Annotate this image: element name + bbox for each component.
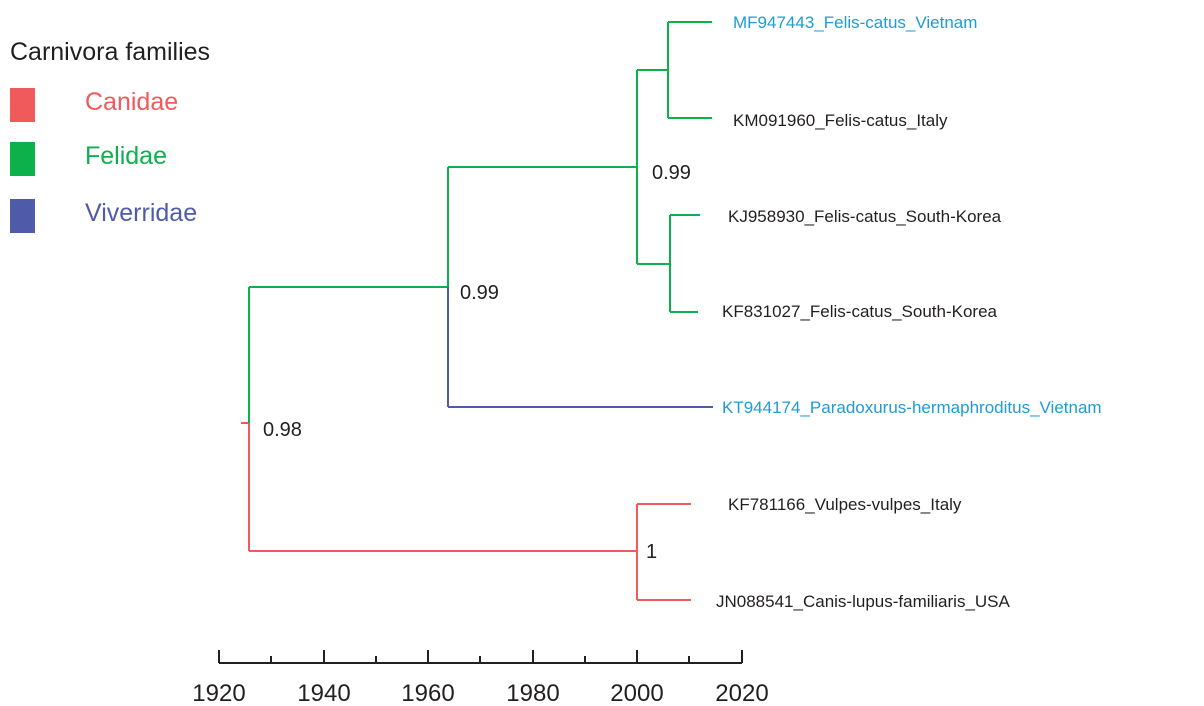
legend-label-felidae: Felidae bbox=[85, 142, 167, 170]
legend-label-viverridae: Viverridae bbox=[85, 199, 198, 227]
support-values: 0.99 0.99 0.98 1 bbox=[263, 162, 691, 563]
leaf-labels: MF947443_Felis-catus_Vietnam KM091960_Fe… bbox=[716, 13, 1102, 611]
felidae-branches bbox=[248, 21, 712, 423]
leaf-label: KJ958930_Felis-catus_South-Korea bbox=[728, 207, 1002, 226]
axis-tick-label: 1920 bbox=[192, 680, 245, 706]
legend-item-felidae: Felidae bbox=[10, 141, 167, 177]
axis-tick-labels: 1920 1940 1960 1980 2000 2020 bbox=[192, 680, 768, 706]
axis-tick-label: 1980 bbox=[506, 680, 559, 706]
support-value: 0.98 bbox=[263, 419, 302, 441]
axis-tick-label: 1940 bbox=[297, 680, 350, 706]
legend-swatch-canidae bbox=[10, 88, 35, 122]
axis-tick-label: 2020 bbox=[715, 680, 768, 706]
leaf-label: JN088541_Canis-lupus-familiaris_USA bbox=[716, 592, 1011, 611]
legend-swatch-viverridae bbox=[10, 199, 35, 233]
legend-label-canidae: Canidae bbox=[85, 88, 179, 116]
legend-item-viverridae: Viverridae bbox=[10, 198, 197, 234]
support-value: 0.99 bbox=[652, 162, 691, 184]
viverridae-branches bbox=[447, 287, 713, 408]
support-value: 0.99 bbox=[460, 282, 499, 304]
support-value: 1 bbox=[646, 541, 657, 563]
leaf-label: KF831027_Felis-catus_South-Korea bbox=[722, 302, 998, 321]
legend-swatch-felidae bbox=[10, 142, 35, 176]
legend-item-canidae: Canidae bbox=[10, 87, 178, 123]
canidae-branches bbox=[241, 422, 691, 601]
leaf-label: MF947443_Felis-catus_Vietnam bbox=[733, 13, 977, 32]
legend-title: Carnivora families bbox=[10, 38, 211, 66]
leaf-label: KF781166_Vulpes-vulpes_Italy bbox=[728, 495, 962, 514]
time-axis bbox=[218, 650, 743, 664]
axis-tick-label: 2000 bbox=[610, 680, 663, 706]
leaf-label: KM091960_Felis-catus_Italy bbox=[733, 111, 948, 130]
axis-tick-label: 1960 bbox=[401, 680, 454, 706]
leaf-label: KT944174_Paradoxurus-hermaphroditus_Viet… bbox=[722, 398, 1102, 417]
